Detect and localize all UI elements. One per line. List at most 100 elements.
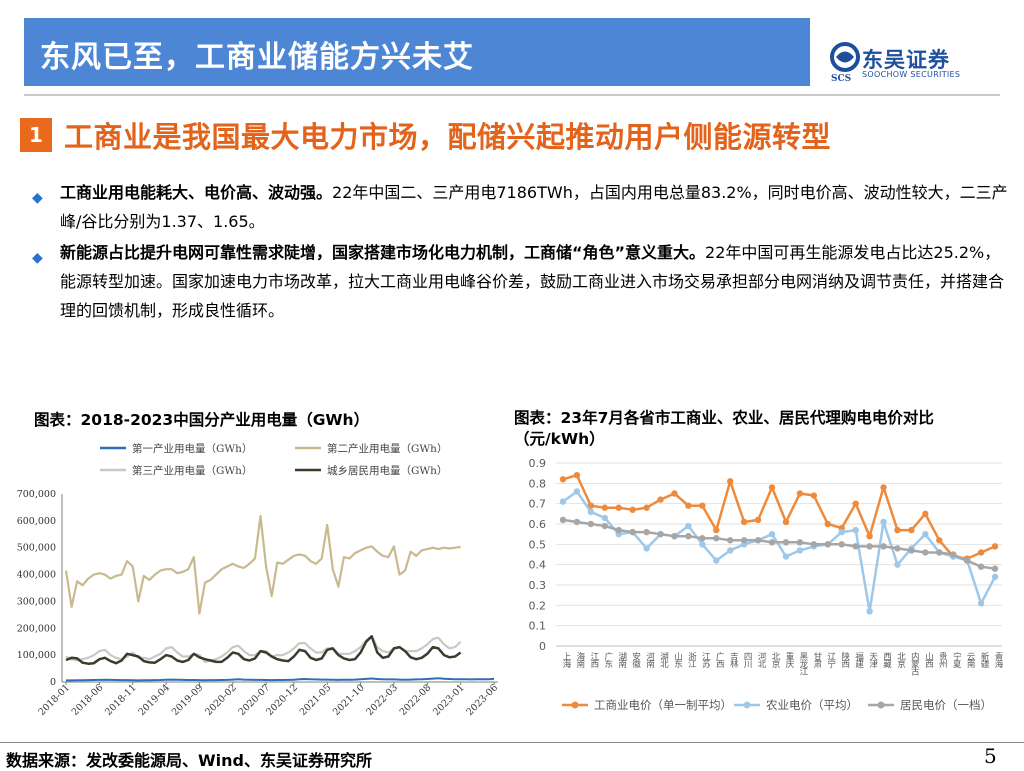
x-tick-label: 2018-11 — [103, 682, 139, 718]
series-point — [559, 498, 567, 505]
x-tick-label: 四川 — [742, 652, 752, 668]
series-point — [643, 545, 650, 552]
x-tick-label: 2018-06 — [70, 682, 106, 718]
series-point — [559, 516, 567, 524]
y-tick-label: 0 — [539, 640, 546, 653]
page-number: 5 — [984, 744, 997, 768]
x-tick-label: 上海 — [561, 652, 571, 669]
series-point — [615, 530, 622, 538]
section-title: 工商业是我国最大电力市场，配储兴起推动用户侧能源转型 — [64, 120, 832, 154]
y-tick-label: 0.7 — [529, 498, 547, 511]
x-tick-label: 湖北 — [659, 652, 669, 669]
x-tick-label: 陕西 — [840, 651, 850, 669]
series-point — [699, 541, 706, 548]
series-point — [936, 549, 943, 556]
legend-label: 工商业电价（单一制平均） — [594, 698, 732, 712]
series-point — [810, 541, 818, 548]
x-tick-label: 广东 — [603, 651, 613, 668]
x-tick-label: 安徽 — [631, 651, 641, 669]
series-point — [950, 553, 957, 560]
series-point — [922, 510, 929, 518]
series-point — [936, 537, 943, 544]
series-point — [629, 506, 636, 513]
series-point — [740, 518, 748, 526]
x-tick-label: 内蒙古 — [909, 651, 919, 676]
x-tick-label: 吉林 — [728, 652, 738, 669]
data-source-note: 数据来源：发改委能源局、Wind、东吴证券研究所 — [6, 751, 372, 770]
series-point — [936, 549, 943, 556]
series-point — [922, 549, 929, 556]
legend-label: 第三产业用电量（GWh） — [132, 464, 252, 477]
series-point — [810, 492, 818, 499]
x-tick-label: 北京 — [770, 652, 780, 669]
series-point — [908, 526, 915, 534]
x-tick-label: 2021-10 — [331, 682, 367, 718]
x-tick-label: 2020-07 — [237, 682, 273, 718]
x-tick-label: 甘肃 — [812, 651, 822, 669]
series-line — [65, 635, 462, 665]
right-chart-title: 图表：23年7月各省市工商业、农业、居民代理购电电价对比（元/kWh） — [514, 409, 934, 448]
series-point — [768, 530, 776, 538]
x-tick-label: 广西 — [714, 651, 724, 669]
series-point — [824, 520, 831, 528]
x-tick-label: 2023-06 — [464, 682, 500, 718]
series-point — [796, 539, 804, 546]
series-point — [963, 555, 971, 562]
series-point — [824, 541, 831, 548]
x-tick-label: 2022-08 — [398, 682, 434, 718]
series-point — [908, 547, 915, 554]
series-point — [685, 533, 692, 540]
y-tick-label: 0 — [50, 677, 56, 688]
series-point — [587, 520, 595, 528]
series-point — [977, 563, 985, 570]
series-point — [991, 565, 999, 572]
y-tick-label: 0.8 — [529, 477, 547, 490]
series-point — [754, 537, 762, 544]
series-point — [894, 561, 901, 568]
y-tick-label: 600,000 — [17, 516, 56, 527]
series-line — [64, 514, 461, 615]
x-tick-label: 2019-04 — [136, 682, 172, 718]
header-divider — [24, 94, 1000, 96]
series-point — [782, 539, 790, 546]
series-point — [685, 502, 692, 509]
series-point — [685, 522, 692, 530]
series-point — [768, 539, 776, 546]
x-tick-label: 重庆 — [784, 651, 794, 669]
series-point — [991, 573, 999, 581]
series-point — [671, 533, 678, 540]
series-point — [713, 535, 720, 542]
series-line — [562, 518, 996, 570]
series-point — [824, 541, 831, 548]
series-point — [838, 528, 845, 536]
series-point — [727, 547, 734, 554]
series-point — [601, 522, 608, 530]
legend-marker — [571, 701, 579, 709]
series-point — [963, 557, 971, 564]
series-point — [922, 530, 929, 538]
series-point — [643, 504, 650, 511]
bullet-headline: 工商业用电能耗大、电价高、波动强。 — [60, 183, 333, 202]
x-tick-label: 浙江 — [686, 651, 696, 669]
series-point — [587, 508, 595, 515]
series-point — [657, 496, 664, 503]
x-tick-label: 2018-01 — [36, 682, 72, 718]
series-point — [699, 502, 706, 509]
brand-subtitle: SOOCHOW SECURITIES — [862, 70, 961, 79]
y-tick-label: 100,000 — [17, 650, 56, 661]
x-tick-label: 北京 — [895, 652, 905, 669]
legend-label: 第二产业用电量（GWh） — [327, 442, 447, 455]
x-tick-label: 辽宁 — [826, 652, 836, 668]
series-point — [796, 490, 804, 497]
series-point — [573, 518, 581, 526]
series-point — [713, 526, 720, 534]
x-tick-label: 青海 — [993, 651, 1003, 669]
x-tick-label: 山东 — [672, 651, 682, 668]
series-point — [740, 537, 748, 544]
series-point — [977, 549, 985, 556]
series-point — [880, 484, 887, 491]
series-line — [66, 677, 495, 682]
series-point — [713, 557, 720, 564]
series-point — [796, 547, 804, 554]
y-tick-label: 500,000 — [17, 543, 56, 554]
